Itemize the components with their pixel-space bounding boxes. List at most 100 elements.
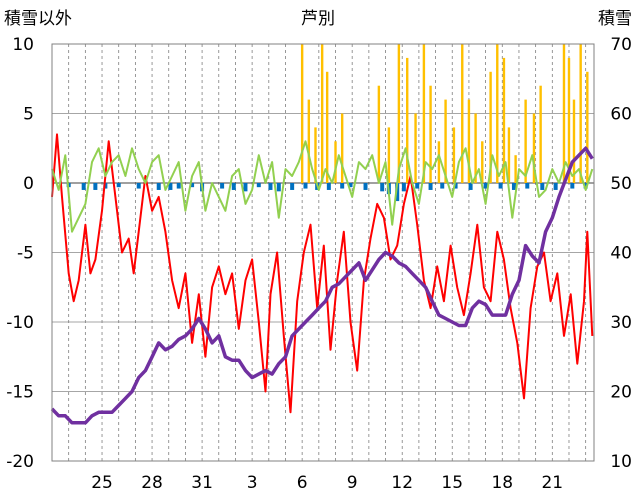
x-tick-label: 3	[247, 473, 258, 493]
bar-up	[452, 127, 456, 183]
y2-tick-label: 70	[610, 35, 632, 55]
bar-down	[468, 183, 473, 190]
bar-down	[190, 183, 195, 188]
bar-down	[453, 183, 458, 189]
bar-up	[414, 113, 417, 183]
bar-down	[93, 183, 98, 190]
bar-down	[363, 183, 368, 190]
bar-down	[276, 183, 281, 192]
bar-down	[540, 183, 545, 190]
bar-down	[136, 183, 141, 189]
bar-down	[395, 183, 400, 202]
bar-up	[377, 85, 381, 183]
bar-up	[444, 99, 447, 183]
series-line-1	[51, 140, 594, 233]
y2-tick-label: 60	[610, 105, 632, 125]
bar-up	[572, 99, 576, 183]
bar-down	[243, 183, 248, 192]
x-tick-label: 25	[91, 473, 113, 493]
bar-down	[380, 183, 385, 192]
y-tick-label: 10	[12, 35, 34, 55]
bar-down	[428, 183, 433, 190]
bar-down	[483, 183, 488, 189]
bar-up	[397, 44, 401, 183]
y2-tick-label: 10	[610, 452, 632, 472]
bar-up	[314, 127, 317, 183]
bar-up	[532, 113, 536, 183]
bar-up	[300, 44, 304, 183]
bar-up	[496, 44, 499, 183]
bar-up	[586, 71, 589, 183]
bar-up	[320, 44, 324, 183]
bar-up	[461, 44, 464, 183]
bar-up	[422, 44, 426, 183]
bar-down	[570, 183, 575, 189]
x-tick-label: 9	[347, 473, 358, 493]
x-tick-label: 6	[297, 473, 308, 493]
bar-down	[511, 183, 516, 190]
bar-up	[502, 57, 506, 183]
bar-down	[220, 183, 225, 189]
x-tick-label: 31	[191, 473, 213, 493]
bar-up	[562, 44, 566, 183]
bar-up	[579, 44, 582, 183]
y-tick-label: -5	[17, 244, 34, 264]
right-axis-title: 積雪	[598, 9, 632, 29]
y-tick-label: 0	[23, 174, 34, 194]
bars	[66, 44, 589, 202]
left-axis-title: 積雪以外	[4, 9, 72, 29]
bar-down	[401, 183, 406, 192]
bar-down	[553, 183, 558, 190]
bar-up	[474, 113, 477, 183]
bar-down	[256, 183, 261, 188]
bar-up	[481, 141, 484, 183]
y-tick-label: 5	[23, 105, 34, 125]
y2-tick-label: 30	[610, 313, 632, 333]
bar-up	[429, 85, 432, 183]
y-tick-label: -10	[6, 313, 34, 333]
bar-up	[325, 71, 329, 183]
bar-down	[290, 183, 295, 190]
bar-down	[525, 183, 530, 189]
bar-down	[81, 183, 86, 190]
bar-down	[168, 183, 173, 190]
bar-up	[514, 155, 517, 183]
bar-down	[498, 183, 503, 189]
bar-down	[176, 183, 181, 189]
x-tick-label: 15	[441, 473, 463, 493]
x-tick-label: 18	[491, 473, 513, 493]
x-tick-label: 28	[141, 473, 163, 493]
y-tick-label: -20	[6, 452, 34, 472]
bar-up	[387, 127, 391, 183]
chart-title: 芦別	[301, 9, 335, 29]
bar-up	[567, 57, 571, 183]
bar-down	[231, 183, 236, 190]
bar-down	[415, 183, 420, 189]
bar-up	[539, 85, 542, 183]
bar-up	[406, 57, 409, 183]
bar-down	[116, 183, 121, 188]
y-tick-label: -15	[6, 383, 34, 403]
bar-up	[507, 127, 511, 183]
bar-up	[467, 99, 471, 183]
x-tick-label: 21	[541, 473, 563, 493]
plot-frame	[51, 43, 595, 462]
bar-up	[489, 71, 492, 183]
x-tick-label: 12	[391, 473, 413, 493]
bar-up	[437, 141, 441, 183]
y2-tick-label: 20	[610, 383, 632, 403]
bar-down	[326, 183, 331, 190]
bar-down	[303, 183, 308, 189]
bar-down	[583, 183, 588, 189]
y2-tick-label: 40	[610, 244, 632, 264]
bar-up	[524, 99, 527, 183]
bar-up	[334, 141, 337, 183]
lines	[50, 133, 594, 425]
series-line-2	[50, 146, 594, 425]
bar-up	[307, 99, 311, 183]
bar-down	[268, 183, 273, 190]
bar-down	[156, 183, 161, 190]
bar-down	[348, 183, 353, 188]
